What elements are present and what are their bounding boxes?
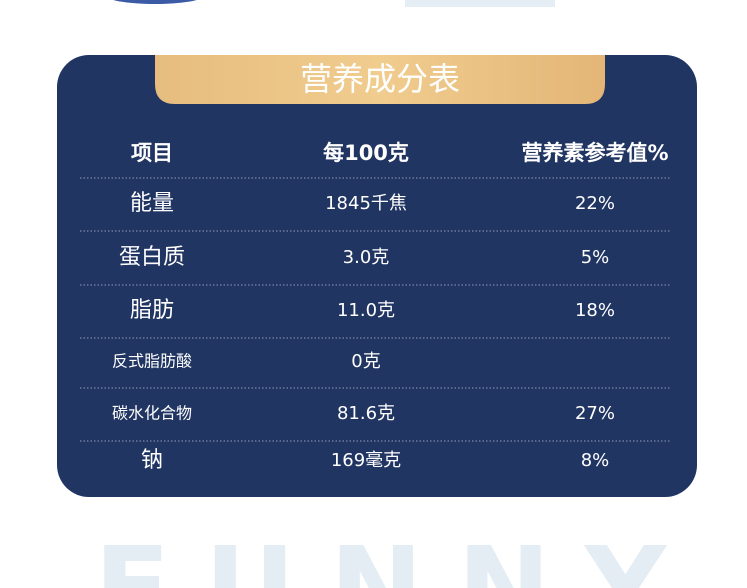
table-card [57,55,697,497]
header-cell: 项目 [131,141,173,165]
row-label: 钠 [141,448,163,473]
cell: 5% [581,247,610,268]
row-label: 能量 [130,191,174,216]
watermark: FUNNY [94,524,668,588]
row-label: 反式脂肪酸 [112,352,192,371]
cell: 11.0克 [337,300,395,321]
row-label: 脂肪 [130,298,174,323]
top-decoration [405,0,555,7]
cell: 1845千焦 [325,193,407,214]
cell: 18% [575,300,615,321]
header-cell: 每100克 [323,141,409,165]
cell: 0克 [351,351,380,372]
cell: 3.0克 [343,247,390,268]
cell: 22% [575,193,615,214]
row-label: 蛋白质 [119,245,185,270]
top-decoration [113,0,197,4]
cell: 81.6克 [337,403,395,424]
cell: 169毫克 [331,450,401,471]
table-title: 营养成分表 [300,60,460,98]
row-label: 碳水化合物 [112,404,192,423]
cell: 8% [581,450,610,471]
header-cell: 营养素参考值% [521,141,668,165]
table: 项目 每100克 营养素参考值% 能量 1845千焦 22% 蛋白质 3.0克 5% 脂肪 11.0… [80,141,671,473]
cell: 27% [575,403,615,424]
title-tab [155,55,605,104]
